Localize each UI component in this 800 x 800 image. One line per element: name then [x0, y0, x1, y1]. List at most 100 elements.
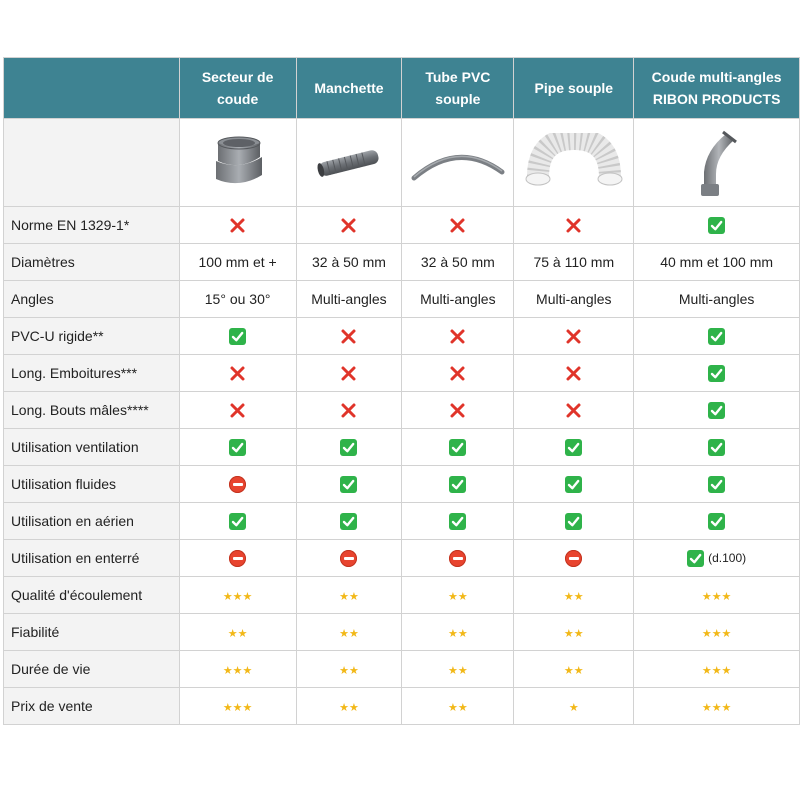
product-image-tube-pvc-souple	[401, 118, 515, 207]
check-icon	[708, 364, 726, 382]
table-cell	[178, 428, 297, 466]
table-cell	[513, 317, 635, 355]
table-cell: ★★★	[633, 650, 800, 688]
cross-icon	[340, 328, 357, 345]
cross-icon	[340, 365, 357, 382]
table-cell	[178, 354, 297, 392]
row-label: Long. Emboitures***	[3, 354, 180, 392]
table-cell: ★★	[178, 613, 297, 651]
table-cell: ★★★	[178, 576, 297, 614]
table-cell: ★★	[295, 687, 403, 725]
row-label: Utilisation en enterré	[3, 539, 180, 577]
table-cell	[633, 465, 800, 503]
table-cell	[401, 502, 515, 540]
table-cell	[513, 502, 635, 540]
table-cell	[295, 317, 403, 355]
product-image-pipe-souple	[513, 118, 635, 207]
table-cell	[401, 354, 515, 392]
check-icon	[708, 401, 726, 419]
star-rating-icon: ★★	[339, 591, 359, 603]
check-icon	[449, 475, 467, 493]
star-rating-icon: ★★	[339, 702, 359, 714]
table-cell: ★★	[513, 576, 635, 614]
table-cell: 15° ou 30°	[178, 280, 297, 318]
no-entry-icon	[229, 549, 247, 567]
row-label: Utilisation ventilation	[3, 428, 180, 466]
cross-icon	[565, 365, 582, 382]
row-label: Fiabilité	[3, 613, 180, 651]
cell-value: 15° ou 30°	[204, 291, 271, 307]
table-cell: ★★	[295, 650, 403, 688]
table-row-diametres: Diamètres 100 mm et + 32 à 50 mm 32 à 50 mm…	[3, 243, 800, 281]
table-cell: 40 mm et 100 mm	[633, 243, 800, 281]
table-row-pvc-u-rigide: PVC-U rigide**	[3, 317, 800, 355]
table-cell	[178, 391, 297, 429]
table-cell	[513, 465, 635, 503]
table-cell: (d.100)	[633, 539, 800, 577]
no-entry-icon	[229, 475, 247, 493]
table-cell: ★★★	[633, 687, 800, 725]
star-rating-icon: ★★★	[222, 702, 253, 714]
table-cell	[295, 206, 403, 244]
table-cell: ★★★	[633, 613, 800, 651]
table-cell	[401, 428, 515, 466]
table-cell: ★	[513, 687, 635, 725]
table-cell	[513, 206, 635, 244]
cell-value: 75 à 110 mm	[533, 254, 615, 270]
star-rating-icon: ★★	[447, 628, 468, 640]
cell-value: 32 à 50 mm	[420, 254, 495, 270]
check-icon	[565, 475, 583, 493]
cross-icon	[449, 328, 466, 345]
header-col-3: Tube PVC souple	[401, 57, 515, 119]
sleeve-pipe-image	[317, 149, 379, 177]
table-cell: ★★	[401, 613, 515, 651]
check-icon	[687, 549, 705, 567]
table-cell	[633, 391, 800, 429]
check-icon	[708, 216, 726, 234]
table-cell	[513, 428, 635, 466]
cross-icon	[565, 402, 582, 419]
no-entry-icon	[340, 549, 358, 567]
star-rating-icon: ★★★	[701, 665, 732, 677]
table-cell	[178, 465, 297, 503]
pipe-elbow-segment-image	[215, 136, 262, 183]
check-icon	[229, 327, 247, 345]
row-label: Durée de vie	[3, 650, 180, 688]
table-cell	[633, 317, 800, 355]
cell-value: Multi-angles	[536, 291, 612, 307]
product-image-secteur-de-coude	[178, 118, 297, 207]
cross-icon	[449, 402, 466, 419]
table-cell	[513, 539, 635, 577]
cross-icon	[229, 217, 246, 234]
star-rating-icon: ★★★	[701, 591, 732, 603]
table-cell	[401, 539, 515, 577]
table-row-utilisation-en-enterre: Utilisation en enterré (d.100)	[3, 539, 800, 577]
table-cell	[295, 354, 403, 392]
table-cell	[178, 539, 297, 577]
table-cell: Multi-angles	[401, 280, 515, 318]
header-col-4: Pipe souple	[513, 57, 635, 119]
table-cell	[178, 317, 297, 355]
check-icon	[340, 512, 358, 530]
table-row-fiabilite: Fiabilité ★★ ★★ ★★ ★★ ★★★	[3, 613, 800, 651]
cell-value: 32 à 50 mm	[311, 254, 386, 270]
table-row-long-emboitures: Long. Emboitures***	[3, 354, 800, 392]
star-rating-icon: ★★	[447, 665, 468, 677]
table-cell	[295, 428, 403, 466]
cell-note: (d.100)	[708, 551, 747, 566]
images-row-label	[3, 118, 180, 207]
cross-icon	[229, 365, 246, 382]
table-cell: ★★	[401, 650, 515, 688]
table-row-prix-de-vente: Prix de vente ★★★ ★★ ★★ ★ ★★★	[3, 687, 800, 725]
check-icon	[708, 438, 726, 456]
table-cell	[401, 391, 515, 429]
table-row-utilisation-fluides: Utilisation fluides	[3, 465, 800, 503]
table-cell: 100 mm et +	[178, 243, 297, 281]
star-rating-icon: ★★	[447, 702, 468, 714]
table-cell	[178, 502, 297, 540]
cell-value: Multi-angles	[678, 291, 755, 307]
row-label: Utilisation en aérien	[3, 502, 180, 540]
header-corner	[3, 57, 180, 119]
row-label: Angles	[3, 280, 180, 318]
check-icon	[229, 438, 247, 456]
